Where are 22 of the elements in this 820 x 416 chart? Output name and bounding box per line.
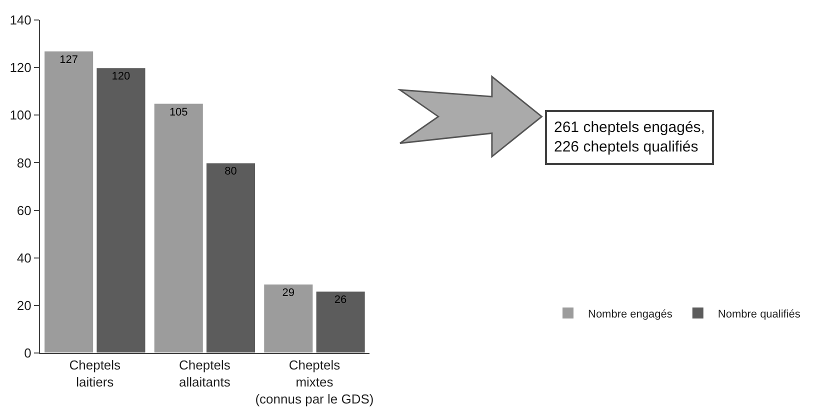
data-label: 127: [60, 54, 78, 66]
y-tick-label: 80: [16, 155, 32, 170]
x-tick-label: Cheptels mixtes (connus par le GDS): [255, 358, 374, 406]
bar: [263, 284, 314, 353]
data-label: 26: [334, 294, 347, 306]
y-tick-label: 0: [24, 346, 32, 361]
x-tick-label: Cheptels allaitants: [179, 358, 231, 390]
y-tick-label: 100: [10, 108, 32, 123]
bar: [315, 290, 366, 353]
data-label: 105: [169, 106, 188, 118]
data-label: 29: [282, 287, 295, 300]
y-tick-label: 20: [16, 298, 32, 313]
y-tick-label: 120: [10, 60, 32, 76]
legend-label: Nombre engagés: [588, 308, 673, 320]
data-label: 80: [224, 166, 237, 178]
y-tick-label: 60: [16, 202, 32, 218]
text: 261 cheptels engagés, 226 cheptels qualifiés: [554, 119, 705, 156]
data-label: 120: [112, 70, 130, 83]
x-tick-label: Cheptels laitiers: [69, 358, 122, 390]
y-tick-label: 140: [10, 12, 32, 28]
legend-label: Nombre qualifiés: [718, 308, 801, 320]
y-tick-label: 40: [16, 250, 32, 266]
